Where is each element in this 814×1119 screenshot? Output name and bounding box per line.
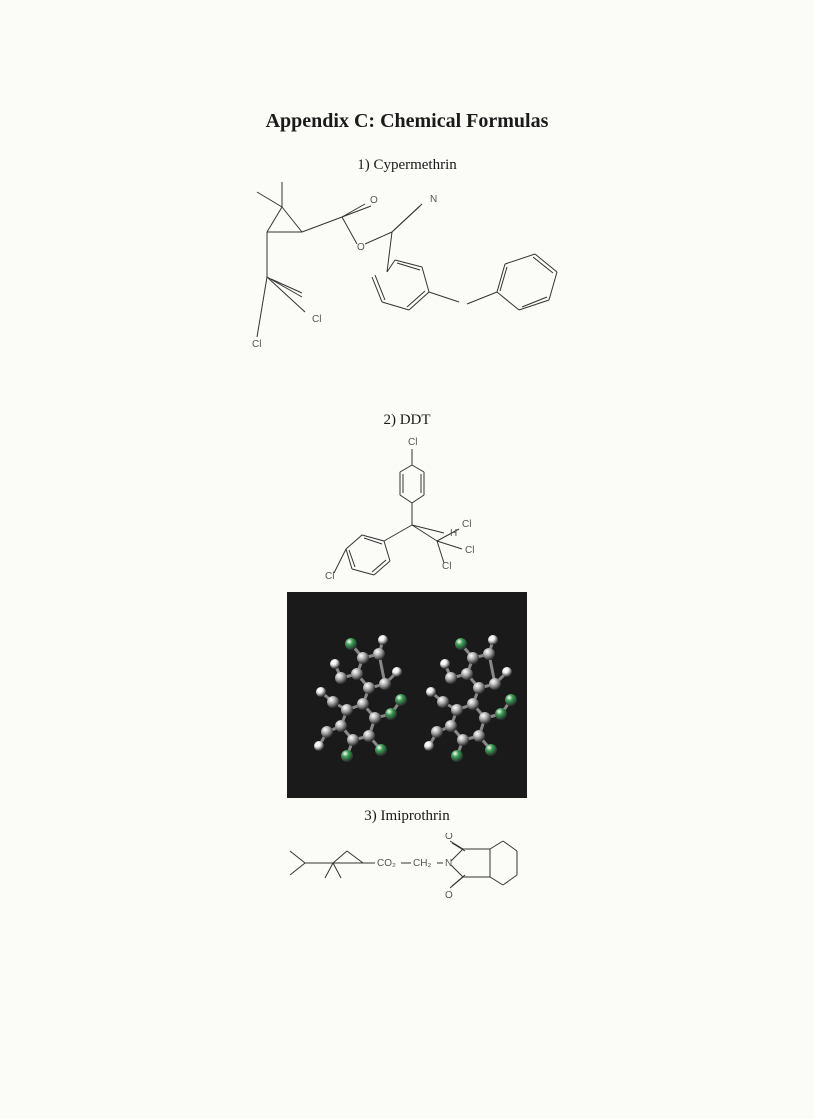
- svg-text:Cl: Cl: [462, 519, 471, 530]
- svg-text:Cl: Cl: [408, 437, 417, 448]
- structure-imiprothrin: CO₂ CH₂ N O O: [285, 833, 530, 908]
- structure-ddt: Cl H Cl Cl Cl Cl: [322, 437, 492, 592]
- svg-text:Cl: Cl: [312, 314, 321, 325]
- svg-text:Cl: Cl: [442, 561, 451, 572]
- svg-text:N: N: [445, 858, 452, 869]
- svg-text:N: N: [430, 194, 437, 205]
- svg-text:Cl: Cl: [465, 545, 474, 556]
- svg-text:O: O: [370, 195, 378, 206]
- svg-text:Cl: Cl: [252, 339, 261, 350]
- svg-text:O: O: [357, 242, 365, 253]
- page-title: Appendix C: Chemical Formulas: [0, 110, 814, 133]
- svg-text:O: O: [445, 890, 453, 901]
- caption-3-name: Imiprothrin: [381, 808, 450, 824]
- caption-1: 1) Cypermethrin: [0, 157, 814, 174]
- svg-text:H: H: [450, 528, 457, 539]
- caption-1-num: 1): [357, 157, 370, 173]
- structure-cypermethrin: O N O Cl Cl: [247, 182, 567, 402]
- svg-text:CH₂: CH₂: [413, 858, 431, 869]
- page: Appendix C: Chemical Formulas 1) Cyperme…: [0, 0, 814, 1119]
- structure-ddt-3d: [287, 592, 527, 798]
- caption-3-num: 3): [364, 808, 377, 824]
- caption-2-name: DDT: [400, 412, 431, 428]
- svg-text:Cl: Cl: [325, 571, 334, 582]
- svg-text:CO₂: CO₂: [377, 858, 396, 869]
- caption-1-name: Cypermethrin: [373, 157, 456, 173]
- svg-text:O: O: [445, 833, 453, 842]
- caption-2: 2) DDT: [0, 412, 814, 429]
- caption-3: 3) Imiprothrin: [0, 808, 814, 825]
- caption-2-num: 2): [383, 412, 396, 428]
